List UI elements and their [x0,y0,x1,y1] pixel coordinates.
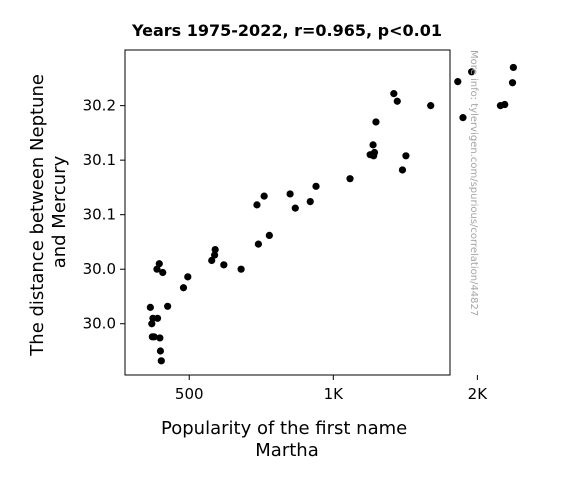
data-point [306,197,314,206]
x-tick-label: 2K [468,385,489,403]
data-point [211,251,219,259]
data-point [468,68,476,76]
data-point [291,204,299,212]
data-point [346,175,354,183]
data-point [459,114,467,122]
data-point [508,79,517,87]
data-point [184,273,192,281]
data-point [312,182,320,190]
y-axis-label-line-2: and Mercury [49,155,70,268]
data-point [208,256,216,265]
data-point [509,63,517,72]
y-tick-label: 30.1 [83,151,116,169]
data-point [390,90,398,98]
watermark: More info: tylervigen.com/spurious/corre… [468,50,479,316]
data-point [260,192,268,200]
chart-title: Years 1975-2022, r=0.965, p<0.01 [131,21,442,40]
data-point [286,190,294,198]
data-point [211,245,219,254]
x-axis-label-line-1: Popularity of the first name [161,418,407,439]
data-point [237,265,245,273]
data-point [159,268,167,277]
data-point [179,284,188,292]
y-axis-label: The distance between Neptune and Mercury [27,68,70,356]
data-point [155,260,163,268]
data-point [372,118,380,126]
data-point [501,100,509,109]
data-points [146,63,517,365]
y-axis-label-line-1: The distance between Neptune [27,74,48,357]
data-point [369,141,377,149]
data-point [156,334,164,342]
data-point [254,240,262,248]
data-point [153,314,162,322]
data-point [148,320,156,328]
y-axis: 30.0 30.0 30.1 30.1 30.2 [83,97,125,333]
data-point [253,201,261,209]
x-tick-label: 500 [175,385,204,403]
data-point [150,333,158,341]
x-axis-label-line-2: Martha [255,440,318,461]
data-point [370,148,379,157]
plot-area [124,49,451,376]
x-tick-label: 1K [324,385,345,403]
y-tick-label: 30.0 [83,315,116,333]
data-point [146,303,154,311]
data-point [398,166,407,174]
data-point [454,78,462,86]
data-point [265,231,273,240]
y-tick-label: 30.2 [83,97,116,115]
data-point [164,302,172,310]
y-tick-label: 30.0 [83,260,116,278]
data-point [153,265,161,273]
y-tick-label: 30.1 [83,206,116,224]
x-axis-label: Popularity of the first name Martha [161,418,413,461]
data-point [393,97,401,105]
data-point [402,152,410,160]
data-point [220,261,228,269]
x-axis: 500 1K 2K [175,375,488,403]
data-point [157,357,165,365]
data-point [427,102,435,110]
data-point [156,347,165,355]
